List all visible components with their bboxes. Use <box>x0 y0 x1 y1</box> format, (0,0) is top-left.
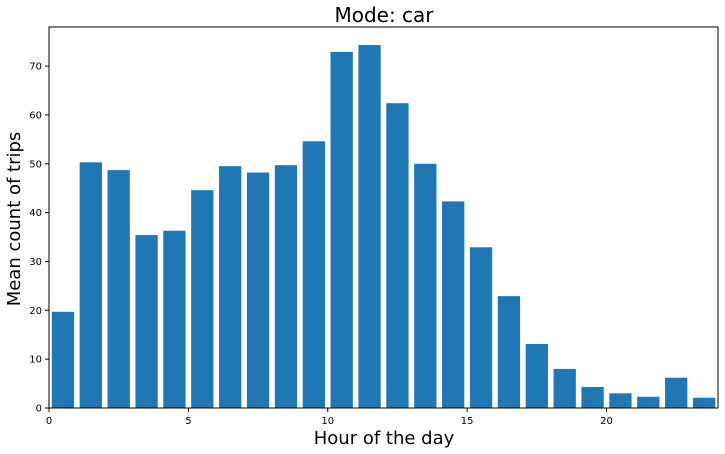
x-axis-ticks: 0 5 10 15 20 <box>46 408 613 427</box>
x-tick-label: 5 <box>185 416 191 427</box>
bar-hour-5 <box>191 190 214 408</box>
bar-hour-7 <box>246 172 270 408</box>
bar-hour-9 <box>302 141 325 409</box>
bar-hour-4 <box>163 230 186 408</box>
y-axis-ticks: 0 10 20 30 40 50 60 70 <box>29 62 49 415</box>
bar-hour-13 <box>414 163 437 408</box>
bar-hour-1 <box>79 162 102 408</box>
y-tick-label: 0 <box>36 404 42 415</box>
y-tick-label: 30 <box>29 257 42 268</box>
y-axis-title: Mean count of trips <box>4 132 25 307</box>
chart-title: Mode: car <box>334 3 434 27</box>
plot-frame <box>48 26 719 409</box>
bar-hour-18 <box>553 368 576 408</box>
bar-hour-20 <box>609 393 632 408</box>
bar-hour-14 <box>442 201 465 408</box>
bar-hour-16 <box>497 296 521 408</box>
y-tick-label: 70 <box>29 62 42 73</box>
bar-hour-22 <box>665 377 688 408</box>
bar-hour-3 <box>135 235 158 408</box>
bar-hour-0 <box>51 311 75 408</box>
x-tick-label: 15 <box>461 416 474 427</box>
y-tick-label: 60 <box>29 110 42 121</box>
y-tick-label: 10 <box>29 355 42 366</box>
bar-hour-10 <box>330 51 353 409</box>
y-tick-label: 40 <box>29 208 42 219</box>
x-tick-label: 20 <box>600 416 613 427</box>
bar-hour-17 <box>525 344 548 408</box>
y-tick-label: 50 <box>29 159 42 170</box>
bar-hour-2 <box>107 170 130 408</box>
bar-hour-15 <box>469 247 493 408</box>
y-tick-label: 20 <box>29 306 42 317</box>
bar-hour-12 <box>386 103 409 408</box>
bars-group <box>51 45 716 409</box>
bar-hour-6 <box>219 166 242 408</box>
bar-hour-21 <box>637 396 660 408</box>
bar-hour-19 <box>581 386 604 408</box>
x-tick-label: 0 <box>46 416 52 427</box>
bar-hour-23 <box>692 397 716 408</box>
bar-hour-8 <box>274 165 298 408</box>
x-tick-label: 10 <box>321 416 334 427</box>
x-axis-title: Hour of the day <box>314 428 455 449</box>
bar-hour-11 <box>358 45 381 408</box>
